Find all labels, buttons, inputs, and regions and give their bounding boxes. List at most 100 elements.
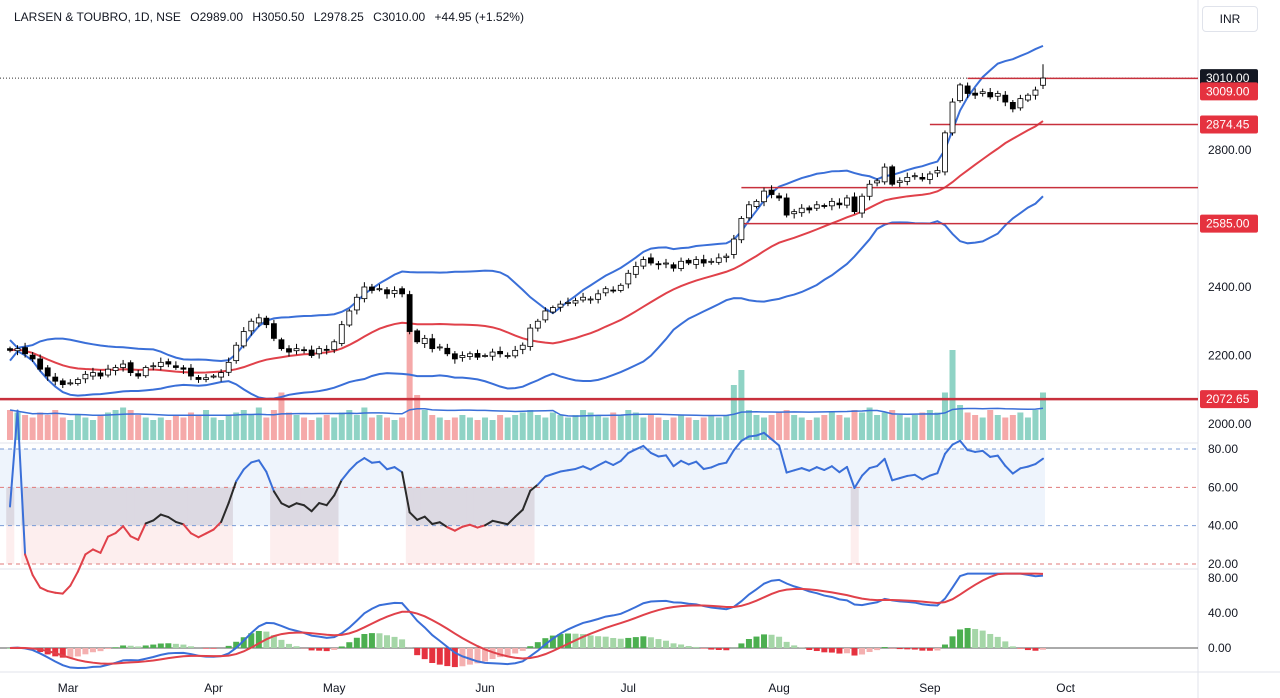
macd-histogram-bar [353,637,360,648]
rsi-line-segment [197,532,208,539]
candle-body [233,344,240,362]
macd-histogram-bar [941,644,948,648]
volume-bar [821,415,828,440]
candle-body [655,263,662,266]
ohlc-low: L2978.25 [313,10,364,24]
macd-histogram-bar [655,639,662,648]
rsi-shade-low [202,525,211,564]
macd-histogram-bar [135,646,142,648]
volume-bar [828,412,835,440]
candle-body [105,368,111,376]
candle-body [738,218,745,241]
rsi-line-segment [69,570,79,587]
rsi-shade-low [518,525,527,564]
volume-bar [994,415,1001,440]
macd-histogram-bar [896,648,903,650]
volume-bar [768,415,775,440]
candle-body [678,260,684,269]
candle-body [323,348,330,351]
candle-body [210,375,217,378]
price-tag-label: 2874.45 [1206,118,1250,132]
macd-histogram-bar [127,645,134,648]
rsi-line-segment [672,459,683,468]
macd-histogram-bar [813,648,820,652]
rsi-line-segment [589,464,600,471]
rsi-line-segment [680,459,690,466]
rsi-shade [496,487,505,526]
rsi-shade-low [74,525,83,564]
rsi-shade [51,487,60,526]
currency-button[interactable]: INR [1202,6,1258,32]
volume-bar [112,410,119,440]
candle-body [844,197,850,206]
rsi-shade [28,487,37,526]
volume-bar [587,412,594,440]
macd-histogram-bar [678,644,685,648]
rsi-shade [43,487,52,526]
candle-body [602,288,609,294]
macd-histogram-bar [957,629,964,648]
rsi-shade-low [503,525,512,564]
macd-histogram-bar [187,646,194,648]
candle-body [59,380,66,386]
candle-body [263,317,270,326]
price-tag [1200,115,1258,134]
rsi-line-segment [205,528,215,535]
rsi-line-segment [966,449,977,453]
volume-bar [285,412,292,440]
rsi-line-segment [295,502,306,507]
macd-histogram-bar [82,648,89,655]
macd-histogram-bar [74,648,81,657]
candle-body [150,365,157,368]
rsi-line-segment [61,584,72,595]
candle-body [406,294,413,332]
candle-body [474,353,481,358]
rsi-shade-low [43,525,52,564]
volume-bar [745,410,752,440]
volume-bar [97,415,104,440]
macd-histogram-bar [1017,648,1024,649]
rsi-line-segment [446,526,456,532]
rsi-shade [134,487,143,526]
rsi-shade [149,487,158,526]
volume-bar [896,415,903,440]
rsi-line-segment [235,468,245,483]
volume-bar [776,412,783,440]
rsi-line-segment [122,525,132,538]
macd-histogram-bar [512,648,519,654]
macd-histogram-bar [685,646,692,648]
rsi-line-segment [1034,457,1044,466]
rsi-line-segment [355,457,366,464]
rsi-line-segment [461,523,471,528]
price-tag [1200,390,1258,409]
candle-body [994,93,1001,97]
rsi-line-segment [91,548,102,554]
rsi-line-segment [657,454,667,458]
rsi-line-segment [529,483,539,492]
volume-bar [632,412,639,440]
rsi-line-segment [31,573,42,589]
macd-histogram-bar [625,637,632,648]
candle-body [308,349,315,356]
candle-body [384,289,390,295]
volume-bar [813,417,820,440]
candle-body [942,132,948,173]
rsi-shade [277,487,286,526]
macd-histogram-bar [881,647,888,648]
macd-histogram-bar [708,648,715,650]
volume-bar [391,420,398,440]
volume-bar [926,410,933,440]
volume-bar [617,415,624,440]
rsi-shade-low [224,525,233,564]
macd-histogram-bar [519,648,526,651]
macd-axis-label: 80.00 [1208,571,1238,585]
volume-bar [225,415,232,440]
candle-body [346,310,353,326]
volume-bar [22,415,29,440]
rsi-line-segment [921,474,931,481]
candle-body [859,195,865,214]
rsi-shade-low [111,525,120,564]
rsi-shade-low [496,525,505,564]
rsi-line-segment [189,532,200,539]
